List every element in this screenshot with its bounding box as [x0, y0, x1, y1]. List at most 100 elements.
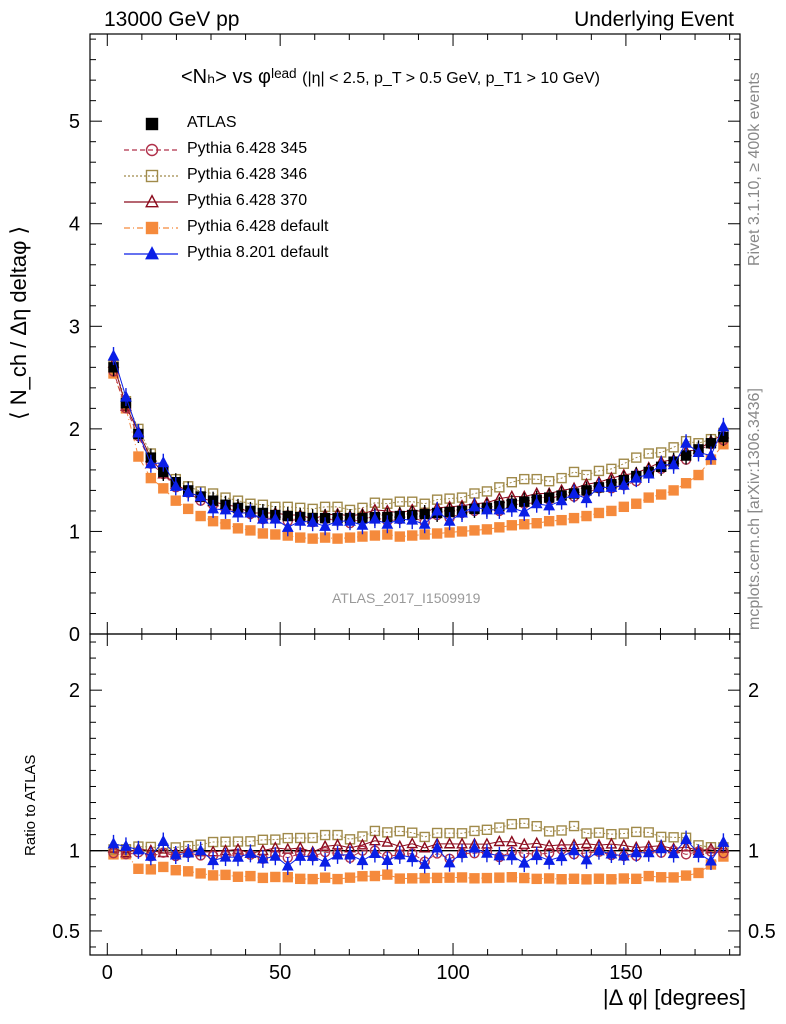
data-point: [132, 426, 145, 438]
ratio-point: [356, 853, 369, 866]
data-point: [568, 512, 580, 524]
ratio-point: [207, 870, 219, 881]
ratio-point: [618, 828, 630, 839]
ratio-point: [169, 848, 182, 860]
data-point: [680, 478, 692, 489]
ratio-point: [195, 868, 206, 879]
ratio-panel: 0 50 100 150 0.5 0.5 1 1 2 2: [52, 633, 776, 984]
data-point: [468, 500, 481, 512]
ratio-point: [642, 846, 655, 858]
data-point: [182, 503, 194, 515]
ratio-point: [506, 818, 518, 830]
data-point: [543, 499, 556, 511]
ratio-point: [518, 856, 531, 868]
ratio-point: [680, 840, 692, 852]
data-point: [331, 514, 344, 526]
data-point: [556, 472, 567, 484]
ratio-point: [543, 853, 556, 865]
data-point: [494, 522, 505, 533]
ratio-point: [120, 846, 132, 858]
ratio-point: [556, 825, 567, 836]
legend-label: Pythia 6.428 346: [187, 166, 308, 183]
data-point: [643, 448, 654, 459]
data-point: [505, 501, 518, 513]
data-point: [207, 515, 219, 527]
ratio-point: [580, 837, 593, 849]
data-point: [344, 514, 356, 526]
legend-label: Pythia 8.201 default: [187, 244, 329, 261]
data-point: [705, 438, 717, 449]
ratio-point: [443, 837, 456, 849]
y-tick-label: 0: [69, 624, 80, 646]
series-line: [113, 365, 724, 511]
data-point: [157, 456, 170, 468]
header-right: Underlying Event: [574, 8, 734, 31]
ratio-point: [705, 854, 717, 866]
ratio-point: [144, 849, 157, 861]
ratio-point: [643, 827, 654, 838]
y-tick-label: 1: [69, 521, 80, 543]
data-point: [631, 452, 642, 463]
data-point: [543, 475, 555, 487]
ratio-point: [182, 866, 194, 877]
ratio-point: [369, 846, 381, 859]
legend-label: Pythia 6.428 345: [187, 140, 308, 157]
ratio-point: [307, 873, 318, 885]
ratio-point: [580, 853, 593, 865]
ratio-point: [531, 873, 542, 885]
data-point: [655, 489, 667, 500]
ratio-point: [170, 864, 181, 876]
ratio-point: [418, 857, 431, 869]
data-point: [256, 512, 269, 524]
legend-label: Pythia 6.428 370: [187, 192, 308, 209]
data-point: [606, 505, 617, 517]
ratio-point: [357, 871, 368, 882]
data-point: [642, 467, 655, 479]
ratio-point: [468, 841, 481, 853]
data-point: [257, 528, 269, 539]
data-point: [680, 436, 692, 448]
ratio-point: [344, 872, 356, 883]
ratio-point: [680, 870, 692, 881]
data-point: [133, 451, 144, 462]
ratio-point: [158, 861, 169, 873]
series-p6def: [108, 368, 729, 544]
data-point: [281, 520, 294, 532]
data-point: [170, 495, 181, 506]
ratio-point: [182, 846, 195, 858]
data-point: [107, 349, 120, 361]
ratio-point: [568, 873, 580, 884]
ratio-tick-label-right: 2: [748, 680, 759, 702]
ratio-point: [120, 839, 132, 851]
ratio-point: [680, 849, 692, 860]
data-point: [394, 496, 405, 507]
ratio-point: [406, 850, 419, 863]
ratio-point: [717, 841, 730, 853]
ratio-point: [419, 872, 430, 884]
x-tick-label: 0: [102, 962, 113, 984]
ratio-point: [630, 846, 643, 858]
data-point: [494, 482, 505, 493]
ratio-point: [543, 826, 555, 837]
data-point: [493, 503, 506, 515]
series-p8def: [107, 347, 730, 537]
legend: [124, 117, 178, 260]
ratio-point: [717, 835, 730, 847]
ratio-point: [568, 820, 580, 832]
data-point: [481, 503, 493, 515]
analysis-watermark: ATLAS_2017_I1509919: [332, 590, 481, 606]
ratio-point: [519, 872, 530, 884]
ratio-point: [419, 831, 430, 843]
data-point: [655, 458, 668, 470]
ratio-point: [469, 825, 480, 837]
ratio-point: [618, 873, 630, 884]
ratio-point: [194, 843, 207, 856]
data-point: [418, 517, 431, 529]
data-point: [182, 485, 195, 497]
plot-title-cuts: (|η| < 2.5, p_T > 0.5 GeV, p_T1 > 10 GeV…: [302, 70, 600, 87]
y-tick-label: 3: [69, 316, 80, 338]
ratio-point: [294, 849, 307, 861]
ratio-point: [605, 847, 618, 859]
data-point: [481, 524, 493, 535]
